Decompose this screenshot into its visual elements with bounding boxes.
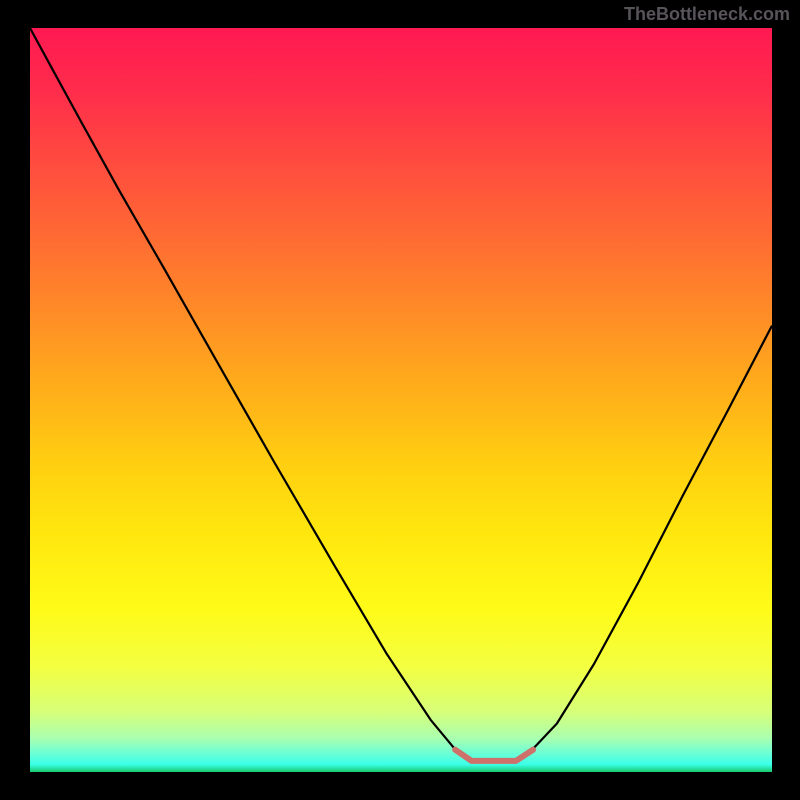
watermark-text: TheBottleneck.com [624,4,790,25]
flat-marker [455,750,533,761]
plot-area [30,28,772,772]
chart-container: TheBottleneck.com [0,0,800,800]
curve-layer [30,28,772,772]
bottleneck-curve [30,28,772,761]
